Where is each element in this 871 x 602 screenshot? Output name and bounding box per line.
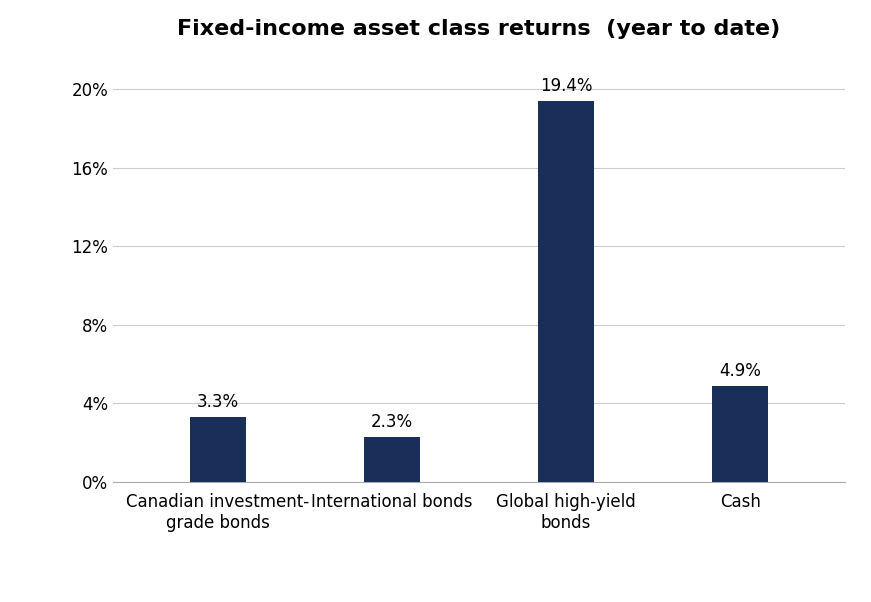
Bar (538, 101, 594, 482)
Title: Fixed-income asset class returns  (year to date): Fixed-income asset class returns (year t… (178, 19, 780, 39)
Bar (712, 385, 768, 482)
Text: 4.9%: 4.9% (719, 362, 761, 380)
Bar (364, 436, 420, 482)
Text: 19.4%: 19.4% (540, 77, 592, 95)
Text: 2.3%: 2.3% (371, 412, 413, 430)
Bar (190, 417, 246, 482)
Text: 3.3%: 3.3% (197, 393, 239, 411)
